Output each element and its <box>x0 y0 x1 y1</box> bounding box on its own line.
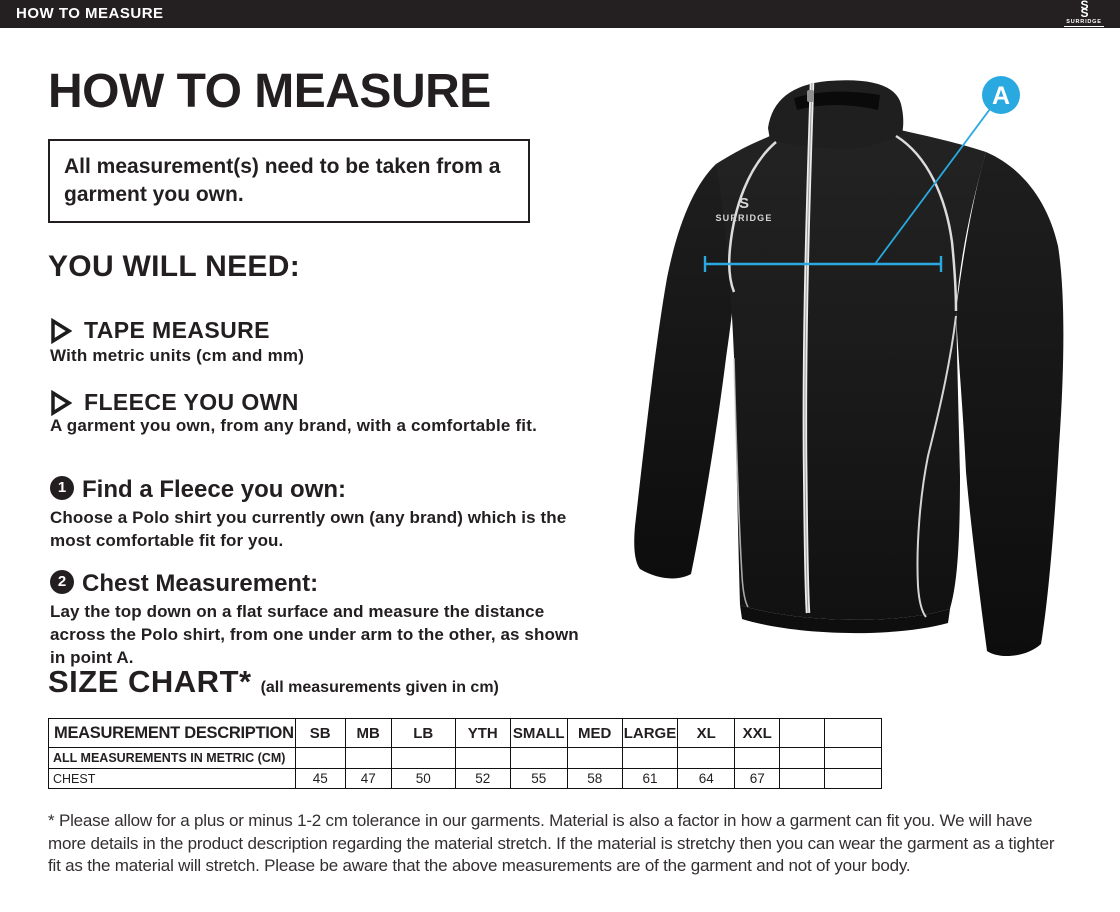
jacket-hem <box>740 605 950 634</box>
table-cell <box>390 747 456 769</box>
chest-value-cell: 52 <box>454 768 511 789</box>
jacket-body <box>716 130 986 620</box>
col-header-xxl: XXL <box>734 718 781 748</box>
col-header-small: SMALL <box>509 718 568 748</box>
step-1-title: Find a Fleece you own: <box>82 476 347 503</box>
size-chart-heading: SIZE CHART* (all measurements given in c… <box>48 664 499 700</box>
svg-text:S: S <box>739 195 749 212</box>
zipper-teeth <box>804 82 813 614</box>
garment-logo: S SURRIDGE <box>715 195 772 223</box>
size-chart-title: SIZE CHART* <box>48 664 252 699</box>
col-header-med: MED <box>566 718 623 748</box>
chest-value-cell <box>779 768 826 789</box>
table-cell <box>566 747 623 769</box>
need-item-fleece: FLEECE YOU OWN <box>84 389 299 415</box>
table-cell <box>454 747 511 769</box>
triangle-bullet-icon <box>51 390 72 416</box>
table-cell <box>677 747 736 769</box>
col-header-yth: YTH <box>454 718 511 748</box>
chest-value-cell: 50 <box>390 768 456 789</box>
table-cell <box>621 747 679 769</box>
point-a-label: A <box>992 82 1010 110</box>
triangle-bullet-icon <box>51 318 72 344</box>
metric-note-cell: ALL MEASUREMENTS IN METRIC (CM) <box>48 747 296 769</box>
piping-right-raglan <box>895 134 958 312</box>
tolerance-footnote: * Please allow for a plus or minus 1-2 c… <box>48 811 1055 875</box>
zipper-pull <box>807 90 814 102</box>
svg-text:SURRIDGE: SURRIDGE <box>715 213 772 223</box>
jacket-left-sleeve <box>634 164 734 579</box>
chest-label-cell: CHEST <box>48 768 296 789</box>
need-item-tape-measure: TAPE MEASURE <box>84 317 270 343</box>
chest-value-cell: 55 <box>509 768 568 789</box>
col-header-lb: LB <box>390 718 456 748</box>
table-cell <box>294 747 346 769</box>
col-header-mb: MB <box>344 718 392 748</box>
logo-underline <box>1064 26 1104 27</box>
size-chart-table: MEASUREMENT DESCRIPTION SB MB LB YTH SMA… <box>48 718 883 789</box>
col-header-xl: XL <box>677 718 736 748</box>
table-cell <box>509 747 568 769</box>
table-cell <box>734 747 781 769</box>
step-1-number: 1 <box>50 476 74 500</box>
page-title: HOW TO MEASURE <box>48 65 491 118</box>
table-cell <box>344 747 392 769</box>
chest-value-cell <box>824 768 883 789</box>
chest-value-cell: 58 <box>566 768 623 789</box>
jacket-right-sleeve <box>956 152 1064 657</box>
chest-value-cell: 67 <box>734 768 781 789</box>
notice-box: All measurement(s) need to be taken from… <box>48 139 530 223</box>
chest-value-cell: 47 <box>344 768 392 789</box>
chest-value-cell: 64 <box>677 768 736 789</box>
top-bar-title: HOW TO MEASURE <box>16 5 164 22</box>
table-row-metric-note: ALL MEASUREMENTS IN METRIC (CM) <box>48 747 883 769</box>
step-2-number: 2 <box>50 570 74 594</box>
piping-left-raglan <box>727 141 777 293</box>
point-a-marker <box>982 76 1020 114</box>
step-1-description: Choose a Polo shirt you currently own (a… <box>50 508 567 550</box>
need-item-tape-measure-desc: With metric units (cm and mm) <box>50 346 305 365</box>
col-header-empty <box>779 718 826 748</box>
collar-opening <box>794 91 880 110</box>
measurement-annotation <box>703 108 991 272</box>
jacket-collar <box>768 80 904 150</box>
need-item-fleece-desc: A garment you own, from any brand, with … <box>50 416 538 435</box>
step-2-description: Lay the top down on a flat surface and m… <box>50 602 579 667</box>
step-2-title: Chest Measurement: <box>82 570 319 597</box>
table-row-chest: CHEST 45 47 50 52 55 58 61 64 67 <box>48 768 883 789</box>
table-cell <box>824 747 883 769</box>
col-header-large: LARGE <box>621 718 679 748</box>
fleece-jacket-figure: S SURRIDGE A <box>634 76 1064 657</box>
col-header-description: MEASUREMENT DESCRIPTION <box>48 718 296 748</box>
piping-right-side <box>916 315 957 618</box>
chest-value-cell: 45 <box>294 768 346 789</box>
size-chart-subtitle: (all measurements given in cm) <box>260 679 499 696</box>
chest-value-cell: 61 <box>621 768 679 789</box>
table-cell <box>779 747 826 769</box>
surridge-brand-label: SURRIDGE <box>1066 19 1102 25</box>
you-will-need-heading: YOU WILL NEED: <box>48 250 300 283</box>
col-header-empty <box>824 718 883 748</box>
col-header-sb: SB <box>294 718 346 748</box>
piping-left-side <box>733 357 749 608</box>
table-header-row: MEASUREMENT DESCRIPTION SB MB LB YTH SMA… <box>48 718 883 748</box>
